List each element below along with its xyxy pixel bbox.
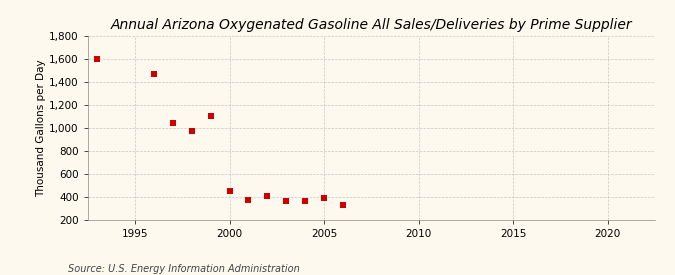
Point [92, 57, 103, 61]
Point [338, 203, 348, 207]
Point [281, 199, 292, 203]
Point [243, 198, 254, 202]
Y-axis label: Thousand Gallons per Day: Thousand Gallons per Day [36, 59, 47, 197]
Title: Annual Arizona Oxygenated Gasoline All Sales/Deliveries by Prime Supplier: Annual Arizona Oxygenated Gasoline All S… [111, 18, 632, 32]
Point [148, 72, 159, 76]
Text: Source: U.S. Energy Information Administration: Source: U.S. Energy Information Administ… [68, 264, 299, 274]
Point [167, 121, 178, 125]
Point [300, 199, 310, 203]
Point [262, 194, 273, 198]
Point [205, 114, 216, 119]
Point [186, 128, 197, 133]
Point [224, 189, 235, 193]
Point [319, 196, 329, 200]
